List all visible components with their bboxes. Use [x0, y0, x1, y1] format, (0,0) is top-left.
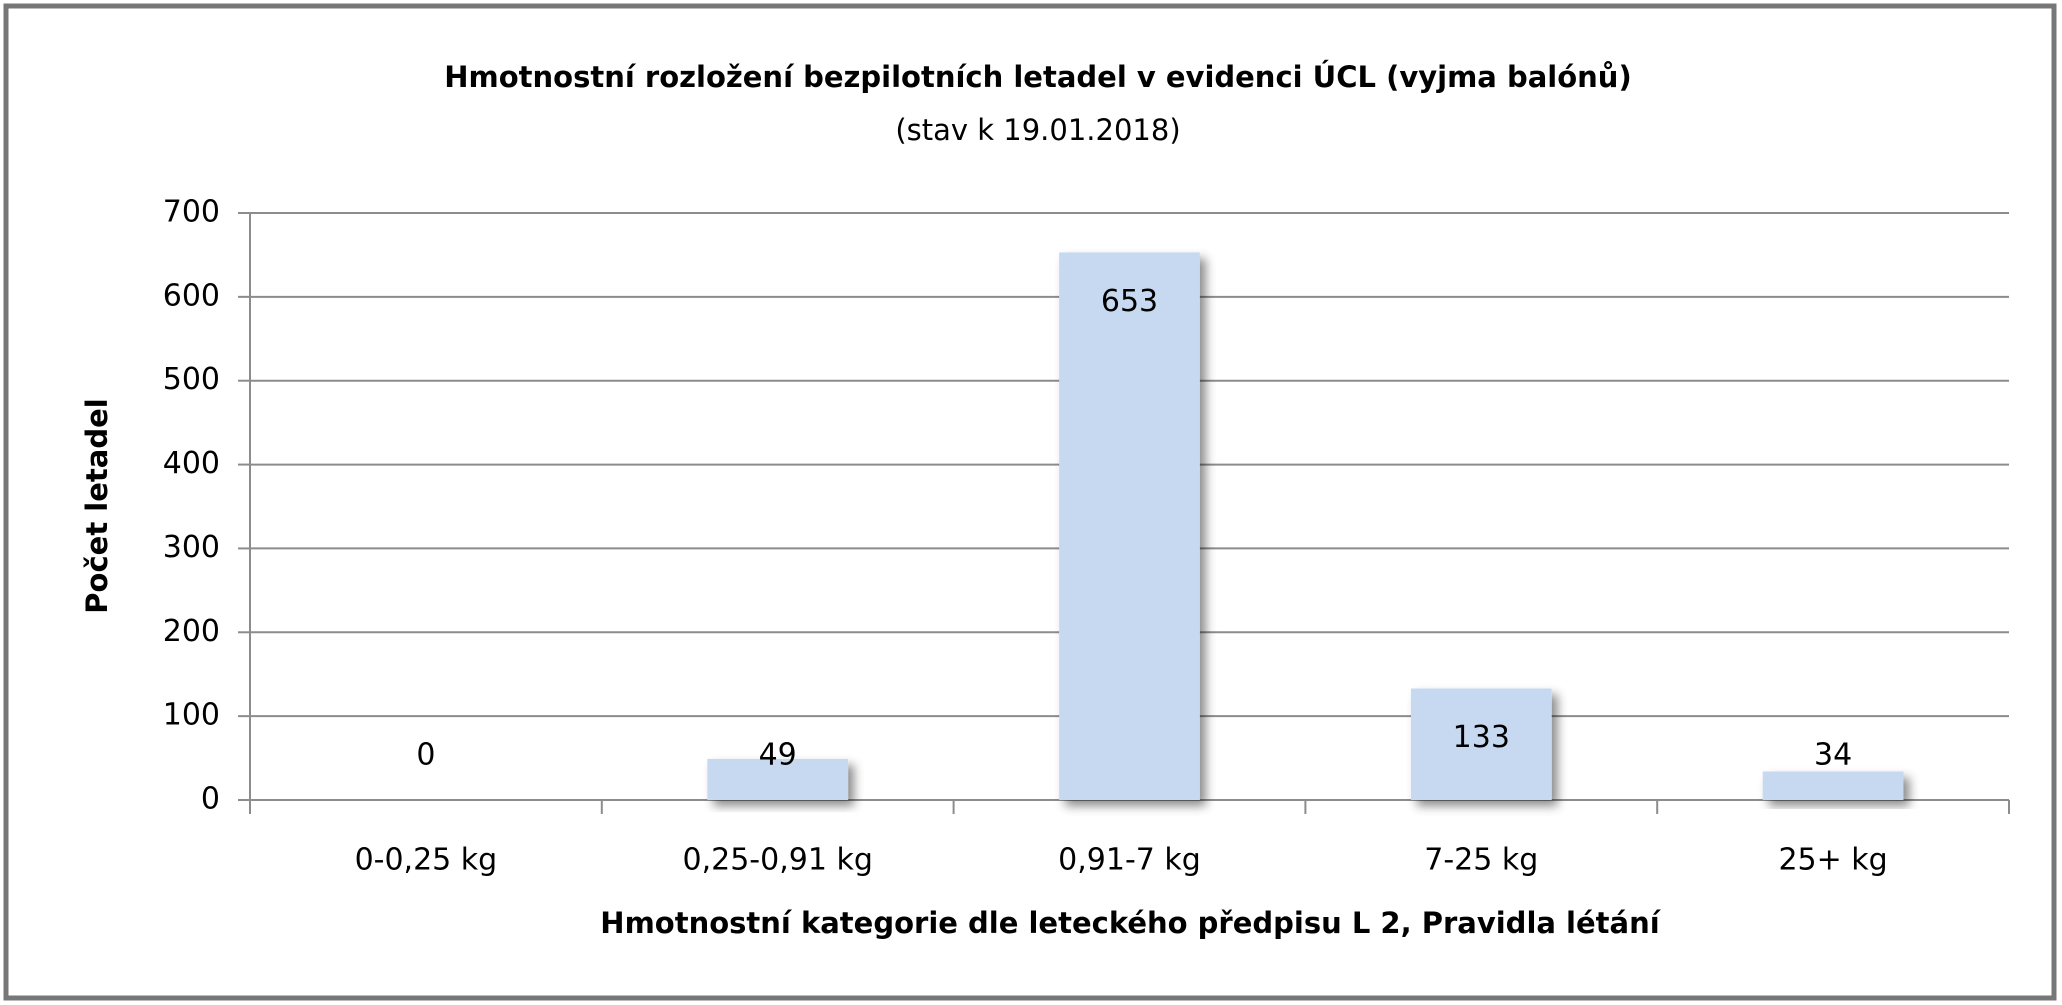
x-tick-label: 7-25 kg [1424, 843, 1538, 878]
y-axis-title: Počet letadel [80, 398, 114, 613]
bar [1059, 252, 1200, 801]
y-tick-label: 600 [163, 278, 220, 313]
y-tick-label: 500 [163, 362, 220, 397]
y-tick-label: 700 [163, 195, 220, 230]
chart-title: Hmotnostní rozložení bezpilotních letade… [444, 60, 1631, 94]
y-tick-label: 100 [163, 698, 220, 733]
bar [707, 758, 849, 800]
bar [1410, 688, 1552, 800]
bar [1762, 771, 1904, 800]
x-axis-title: Hmotnostní kategorie dle leteckého předp… [600, 906, 1661, 940]
data-label: 0 [416, 738, 435, 773]
y-tick-label: 0 [201, 782, 220, 817]
x-tick-label: 0,25-0,91 kg [683, 843, 873, 878]
y-tick-label: 400 [163, 446, 220, 481]
y-tick-label: 300 [163, 530, 220, 565]
data-label: 133 [1453, 720, 1510, 755]
y-tick-label: 200 [163, 614, 220, 649]
x-tick-label: 0-0,25 kg [355, 843, 498, 878]
data-label: 49 [759, 738, 797, 773]
data-label: 34 [1814, 738, 1852, 773]
data-label: 653 [1101, 284, 1158, 319]
x-tick-label: 0,91-7 kg [1058, 843, 1201, 878]
chart-subtitle: (stav k 19.01.2018) [895, 113, 1180, 147]
x-tick-label: 25+ kg [1778, 843, 1887, 878]
frame [3, 3, 2057, 1001]
